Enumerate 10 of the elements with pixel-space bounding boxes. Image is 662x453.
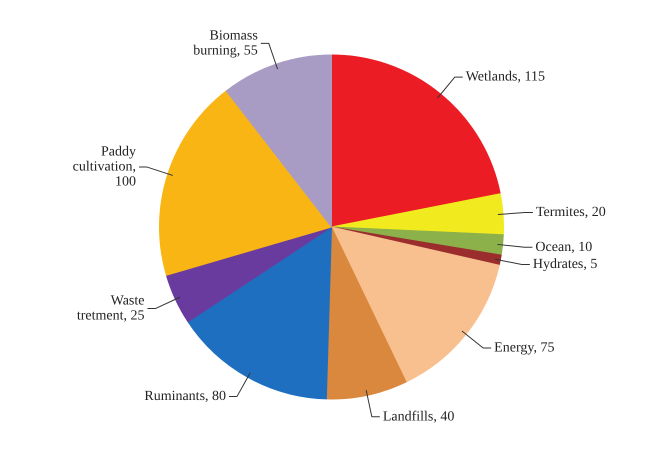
slice-label: Termites, 20: [536, 205, 606, 220]
slice-label: Hydrates, 5: [532, 256, 598, 272]
slice-label: Wetlands, 115: [466, 70, 545, 85]
slice-label: Waste tretment, 25: [76, 294, 144, 324]
slice-label: Paddy cultivation, 100: [72, 144, 136, 190]
slice-label: Landfills, 40: [382, 409, 454, 424]
slice-label: Energy, 75: [494, 340, 554, 356]
slice-label: Biomass burning, 55: [193, 28, 258, 58]
slice-label: Ocean, 10: [535, 240, 592, 255]
slice-label: Ruminants, 80: [144, 388, 226, 404]
